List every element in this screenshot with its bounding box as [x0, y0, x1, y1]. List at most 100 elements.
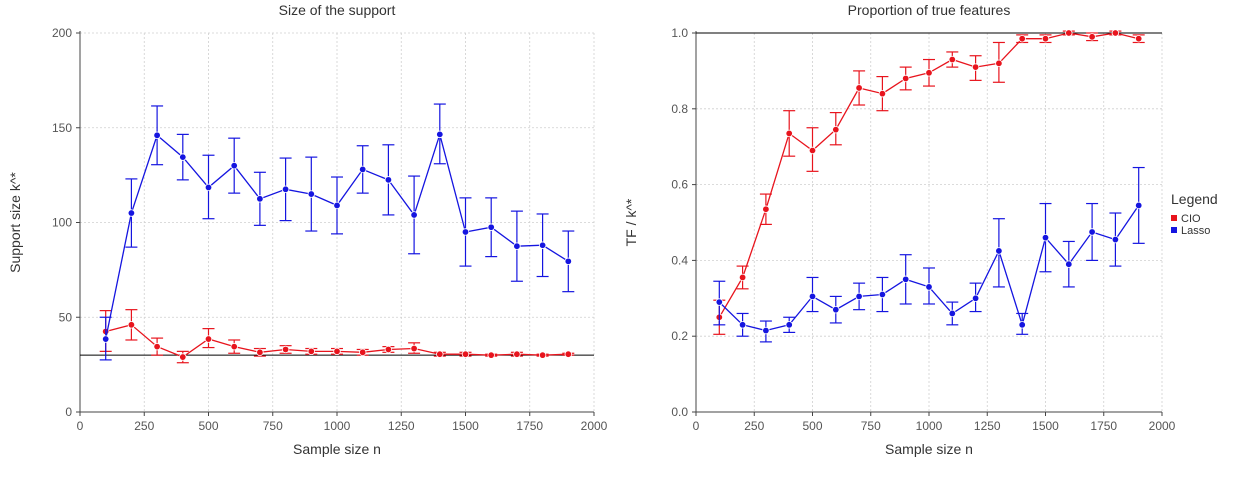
- y-tick-label: 0.4: [671, 253, 688, 267]
- x-tick-label: 1750: [516, 419, 543, 433]
- x-axis-label: Sample size n: [293, 441, 381, 457]
- y-tick-label: 150: [52, 121, 72, 135]
- x-tick-label: 750: [263, 419, 283, 433]
- y-axis-label: TF / k^*: [623, 198, 639, 246]
- data-point: [127, 321, 136, 329]
- data-point: [902, 74, 910, 83]
- y-tick-label: 0: [65, 405, 72, 419]
- data-point: [538, 351, 547, 359]
- data-point: [281, 185, 290, 194]
- data-point: [487, 351, 495, 359]
- support-size-panel: 0 250 500 750 1000 1250 1500 1750 2000 0 50 100 150 2…: [7, 2, 608, 457]
- x-tick-label: 1750: [1090, 419, 1117, 433]
- data-point: [230, 342, 238, 351]
- chart-title: Proportion of true features: [848, 2, 1011, 18]
- legend-swatch: [1171, 215, 1177, 221]
- x-tick-label: 1250: [974, 419, 1001, 433]
- data-point: [564, 257, 572, 266]
- data-point: [971, 294, 980, 302]
- data-point: [307, 190, 315, 198]
- data-point: [436, 130, 444, 139]
- data-point: [513, 350, 521, 358]
- data-point: [333, 347, 341, 356]
- data-point: [1111, 29, 1120, 37]
- data-point: [1041, 233, 1050, 242]
- data-point: [230, 161, 238, 170]
- data-point: [153, 131, 161, 140]
- y-tick-label: 0.8: [671, 102, 688, 116]
- data-point: [204, 183, 213, 192]
- data-point: [256, 195, 264, 203]
- data-point: [487, 223, 495, 231]
- x-tick-label: 1250: [388, 419, 415, 433]
- data-point: [878, 290, 887, 299]
- data-point: [384, 176, 393, 184]
- data-point: [808, 146, 817, 155]
- data-point: [832, 305, 840, 314]
- y-tick-label: 0.6: [671, 178, 688, 192]
- data-point: [878, 89, 887, 98]
- y-tick-label: 1.0: [671, 26, 688, 40]
- x-tick-label: 2000: [581, 419, 608, 433]
- true-features-panel: 0 250 500 750 1000 1250 1500 1750 2000 0.0 0.2 0.4 0…: [623, 2, 1218, 457]
- data-point: [179, 153, 187, 161]
- x-tick-label: 1000: [324, 419, 351, 433]
- x-axis-label: Sample size n: [885, 441, 973, 457]
- data-point: [1088, 228, 1096, 236]
- data-point: [1111, 235, 1120, 244]
- y-tick-label: 50: [59, 310, 73, 324]
- data-point: [1065, 260, 1073, 268]
- data-point: [995, 59, 1003, 68]
- x-tick-label: 0: [77, 419, 84, 433]
- y-tick-label: 0.2: [671, 329, 688, 343]
- data-point: [925, 69, 933, 77]
- series-lasso: [713, 166, 1145, 343]
- data-point: [101, 335, 110, 343]
- legend-label: CIO: [1181, 213, 1201, 225]
- y-tick-label: 200: [52, 26, 72, 40]
- data-point: [832, 125, 840, 134]
- data-point: [785, 321, 793, 329]
- x-tick-label: 0: [693, 419, 700, 433]
- chart-title: Size of the support: [279, 2, 396, 18]
- data-point: [1088, 33, 1096, 41]
- x-tick-label: 1000: [916, 419, 943, 433]
- data-point: [307, 347, 315, 356]
- data-point: [1134, 34, 1143, 43]
- data-point: [855, 292, 863, 301]
- data-point: [538, 241, 547, 249]
- y-tick-label: 100: [52, 216, 72, 230]
- x-tick-label: 250: [134, 419, 154, 433]
- data-point: [808, 292, 817, 301]
- x-tick-label: 500: [198, 419, 218, 433]
- data-point: [333, 201, 341, 210]
- data-point: [785, 129, 793, 138]
- data-point: [738, 273, 747, 282]
- data-point: [948, 55, 956, 64]
- data-point: [461, 228, 470, 236]
- data-point: [281, 345, 290, 354]
- data-point: [738, 321, 747, 329]
- data-point: [153, 342, 161, 351]
- x-tick-label: 250: [744, 419, 764, 433]
- series-lasso: [99, 103, 575, 361]
- data-point: [1134, 201, 1143, 210]
- data-point: [513, 242, 521, 250]
- data-point: [995, 247, 1003, 255]
- data-point: [762, 326, 770, 335]
- data-point: [204, 335, 213, 343]
- y-axis-label: Support size k^*: [7, 172, 23, 273]
- data-point: [1041, 34, 1050, 43]
- data-point: [564, 350, 572, 358]
- data-point: [410, 211, 418, 219]
- data-point: [971, 63, 980, 71]
- x-tick-label: 750: [861, 419, 881, 433]
- data-point: [384, 345, 393, 354]
- x-tick-label: 1500: [452, 419, 479, 433]
- data-point: [902, 275, 910, 284]
- data-point: [179, 353, 187, 361]
- legend-swatch: [1171, 227, 1177, 233]
- x-tick-label: 2000: [1149, 419, 1176, 433]
